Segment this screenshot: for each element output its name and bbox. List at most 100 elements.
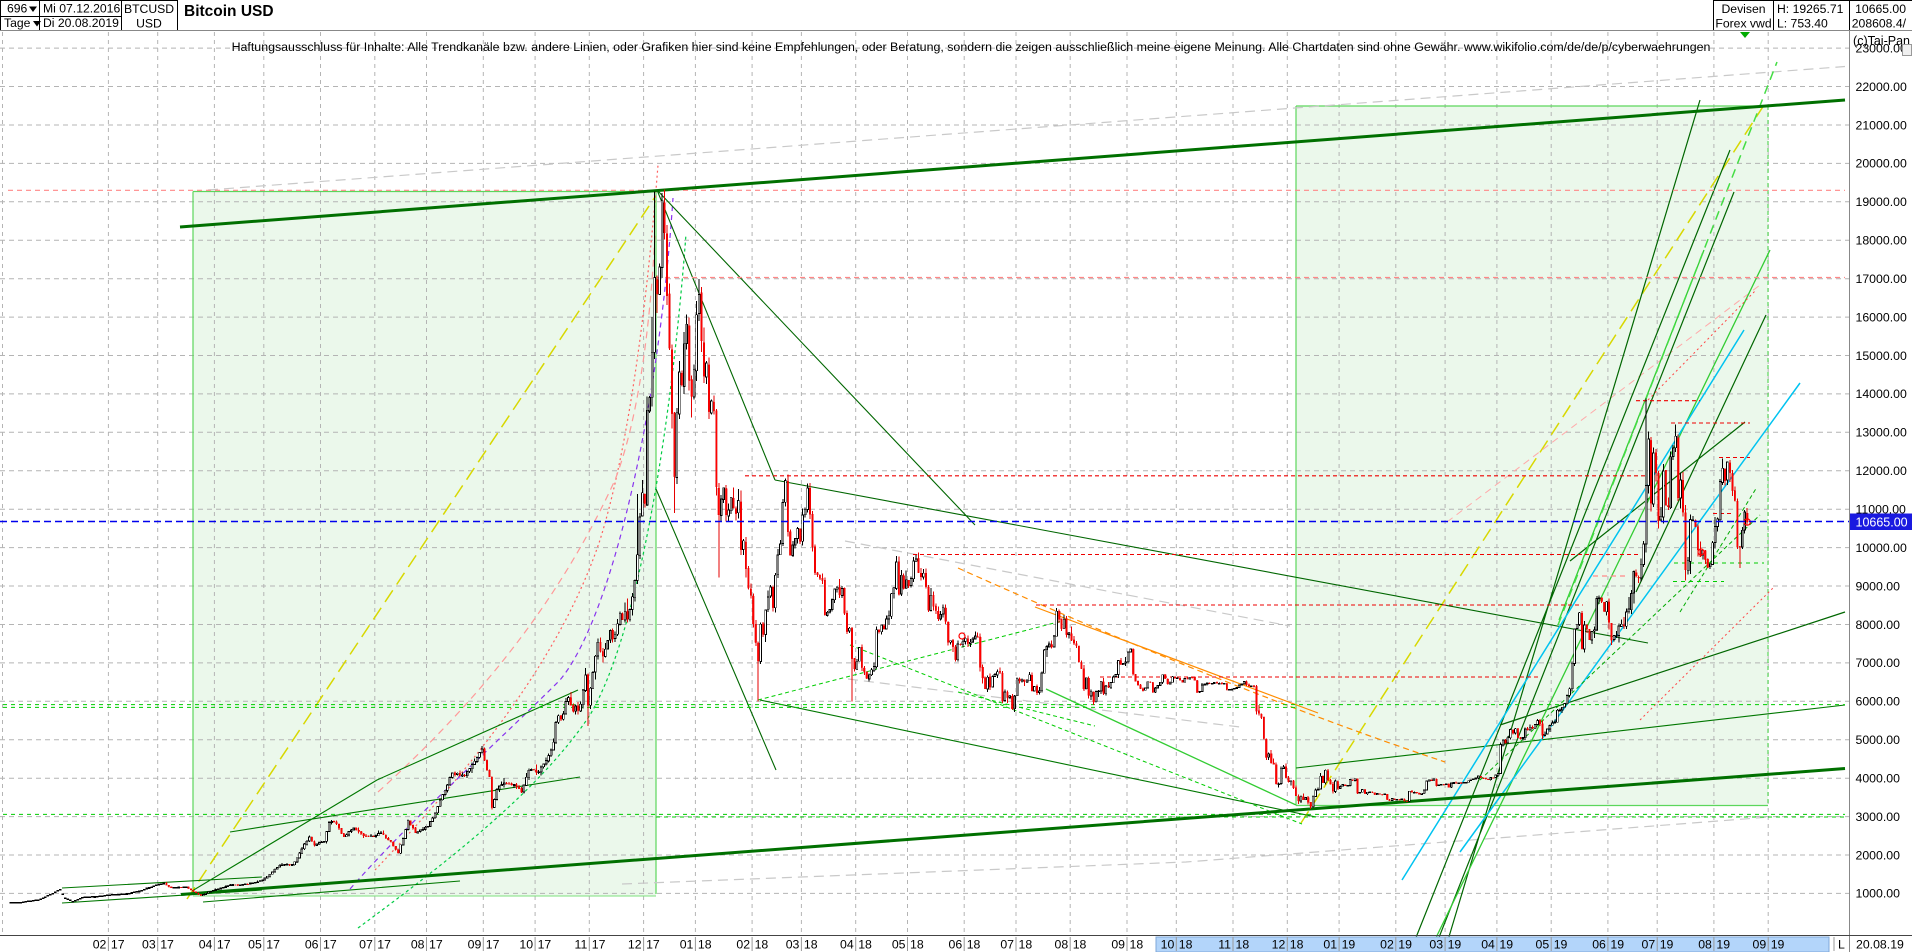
- svg-text:Devisen: Devisen: [1721, 2, 1765, 16]
- svg-text:17: 17: [646, 938, 660, 952]
- svg-text:696: 696: [7, 2, 28, 16]
- svg-text:10000.00: 10000.00: [1856, 541, 1907, 555]
- svg-text:05: 05: [248, 938, 262, 952]
- svg-text:9000.00: 9000.00: [1856, 579, 1901, 593]
- svg-text:Forex vwd: Forex vwd: [1715, 17, 1771, 31]
- svg-text:18: 18: [858, 938, 872, 952]
- svg-text:10665.00: 10665.00: [1855, 2, 1906, 16]
- svg-text:16000.00: 16000.00: [1856, 310, 1907, 324]
- svg-text:12: 12: [628, 938, 642, 952]
- svg-text:(c)Tai-Pan: (c)Tai-Pan: [1853, 34, 1910, 48]
- svg-text:17: 17: [486, 938, 500, 952]
- svg-text:19: 19: [1554, 938, 1568, 952]
- svg-text:Di 20.08.2019: Di 20.08.2019: [43, 16, 119, 30]
- svg-text:23000.00: 23000.00: [1856, 41, 1907, 55]
- svg-text:01: 01: [1323, 938, 1337, 952]
- svg-text:19: 19: [1716, 938, 1730, 952]
- svg-text:18: 18: [1073, 938, 1087, 952]
- svg-text:Mi 07.12.2016: Mi 07.12.2016: [43, 2, 120, 16]
- svg-text:20000.00: 20000.00: [1856, 157, 1907, 171]
- svg-text:18: 18: [1179, 938, 1193, 952]
- svg-text:17: 17: [111, 938, 125, 952]
- svg-text:17: 17: [377, 938, 391, 952]
- svg-text:6000.00: 6000.00: [1856, 695, 1901, 709]
- svg-text:19: 19: [1342, 938, 1356, 952]
- svg-text:09: 09: [1753, 938, 1767, 952]
- svg-text:06: 06: [305, 938, 319, 952]
- svg-text:1000.00: 1000.00: [1856, 887, 1901, 901]
- svg-text:08: 08: [1055, 938, 1069, 952]
- svg-text:12: 12: [1272, 938, 1286, 952]
- svg-text:11: 11: [575, 938, 588, 952]
- svg-text:BTCUSD: BTCUSD: [124, 2, 174, 16]
- svg-text:09: 09: [1111, 938, 1125, 952]
- svg-text:17: 17: [429, 938, 443, 952]
- svg-text:5000.00: 5000.00: [1856, 733, 1901, 747]
- svg-text:18: 18: [967, 938, 981, 952]
- svg-text:18: 18: [1290, 938, 1304, 952]
- svg-text:03: 03: [142, 938, 156, 952]
- svg-text:18: 18: [804, 938, 818, 952]
- svg-text:17: 17: [538, 938, 552, 952]
- svg-text:08: 08: [411, 938, 425, 952]
- svg-text:Haftungsausschluss für Inhalte: Haftungsausschluss für Inhalte: Alle Tre…: [232, 40, 1711, 54]
- svg-text:13000.00: 13000.00: [1856, 426, 1907, 440]
- svg-text:19000.00: 19000.00: [1856, 195, 1907, 209]
- svg-text:02: 02: [736, 938, 750, 952]
- svg-text:17: 17: [266, 938, 280, 952]
- svg-text:18: 18: [910, 938, 924, 952]
- svg-text:18: 18: [1236, 938, 1250, 952]
- svg-text:03: 03: [786, 938, 800, 952]
- svg-text:18: 18: [755, 938, 769, 952]
- svg-text:19: 19: [1448, 938, 1462, 952]
- svg-text:18: 18: [1130, 938, 1144, 952]
- svg-text:19: 19: [1610, 938, 1624, 952]
- svg-text:2000.00: 2000.00: [1856, 848, 1901, 862]
- svg-text:15000.00: 15000.00: [1856, 349, 1907, 363]
- svg-text:H: 19265.71: H: 19265.71: [1777, 2, 1844, 16]
- svg-text:17: 17: [592, 938, 606, 952]
- svg-text:03: 03: [1429, 938, 1443, 952]
- svg-text:22000.00: 22000.00: [1856, 80, 1907, 94]
- svg-text:17: 17: [217, 938, 231, 952]
- svg-text:18000.00: 18000.00: [1856, 234, 1907, 248]
- svg-text:10: 10: [1161, 938, 1175, 952]
- svg-text:04: 04: [199, 938, 213, 952]
- svg-text:11000.00: 11000.00: [1856, 503, 1907, 517]
- svg-text:Bitcoin USD: Bitcoin USD: [184, 3, 274, 20]
- svg-text:Tage: Tage: [4, 16, 31, 30]
- svg-text:17: 17: [160, 938, 174, 952]
- svg-text:208608.4/: 208608.4/: [1852, 17, 1907, 31]
- svg-text:11: 11: [1218, 938, 1231, 952]
- svg-text:10: 10: [519, 938, 533, 952]
- svg-text:05: 05: [892, 938, 906, 952]
- svg-text:19: 19: [1499, 938, 1513, 952]
- svg-text:L: L: [1838, 938, 1845, 952]
- svg-text:3000.00: 3000.00: [1856, 810, 1901, 824]
- svg-text:07: 07: [359, 938, 373, 952]
- svg-text:01: 01: [680, 938, 694, 952]
- svg-text:20.08.19: 20.08.19: [1856, 938, 1904, 952]
- svg-text:7000.00: 7000.00: [1856, 656, 1901, 670]
- svg-text:18: 18: [1019, 938, 1033, 952]
- svg-text:07: 07: [1000, 938, 1014, 952]
- svg-text:8000.00: 8000.00: [1856, 618, 1901, 632]
- svg-text:4000.00: 4000.00: [1856, 772, 1901, 786]
- svg-text:18: 18: [698, 938, 712, 952]
- svg-text:08: 08: [1698, 938, 1712, 952]
- svg-text:02: 02: [1380, 938, 1394, 952]
- svg-text:17: 17: [323, 938, 337, 952]
- svg-text:02: 02: [93, 938, 107, 952]
- svg-text:12000.00: 12000.00: [1856, 464, 1907, 478]
- svg-text:10665.00: 10665.00: [1856, 515, 1908, 529]
- svg-text:09: 09: [468, 938, 482, 952]
- svg-text:07: 07: [1642, 938, 1656, 952]
- svg-text:06: 06: [949, 938, 963, 952]
- svg-text:04: 04: [840, 938, 854, 952]
- svg-text:14000.00: 14000.00: [1856, 387, 1907, 401]
- svg-text:19: 19: [1398, 938, 1412, 952]
- svg-text:05: 05: [1536, 938, 1550, 952]
- svg-text:19: 19: [1660, 938, 1674, 952]
- svg-text:21000.00: 21000.00: [1856, 118, 1907, 132]
- svg-text:17000.00: 17000.00: [1856, 272, 1907, 286]
